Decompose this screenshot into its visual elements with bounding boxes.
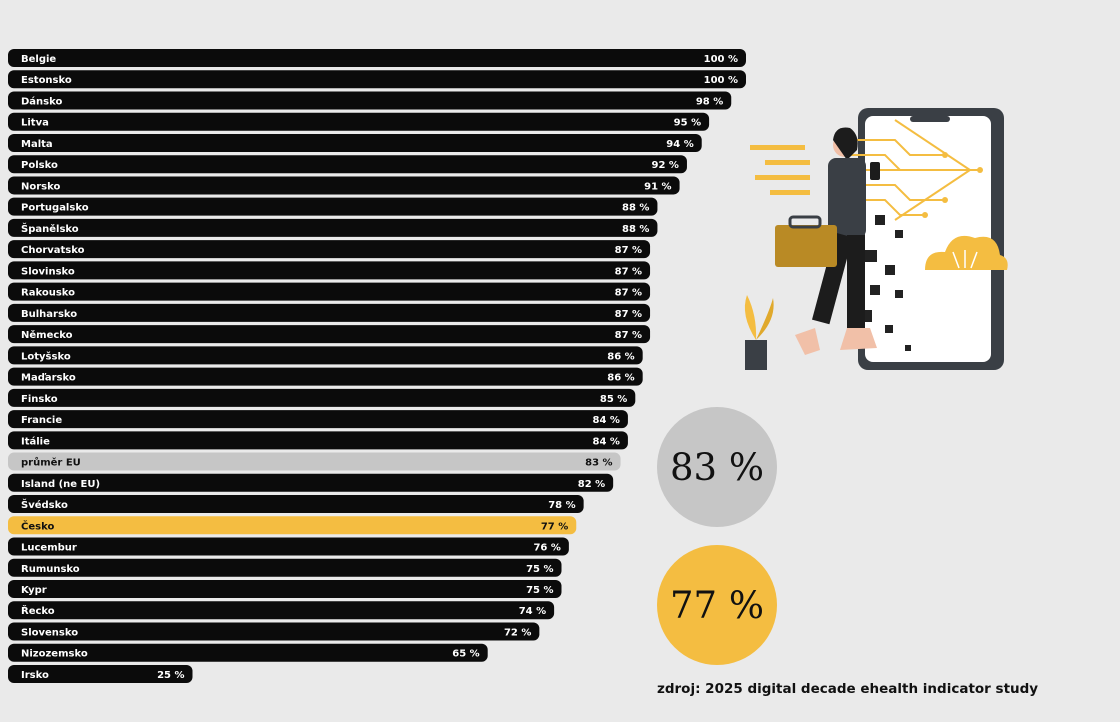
bar-belgie <box>8 49 746 67</box>
category-label-rumunsko: Rumunsko <box>21 564 80 575</box>
value-label-francie: 84 % <box>592 415 619 426</box>
category-label-lucembur: Lucembur <box>21 543 77 554</box>
bar-recko <box>8 601 555 620</box>
category-label-spanelsko: Španělsko <box>21 222 79 235</box>
value-label-portugalsko: 88 % <box>622 203 649 214</box>
source-note: zdroj: 2025 digital decade ehealth indic… <box>657 681 1039 697</box>
value-label-litva: 95 % <box>674 118 701 129</box>
category-label-litva: Litva <box>21 118 49 129</box>
category-label-nemecko: Německo <box>21 329 73 341</box>
bar-nemecko <box>8 325 651 344</box>
value-label-nemecko: 87 % <box>615 330 642 341</box>
bar-spanelsko <box>8 218 658 237</box>
category-label-slovensko: Slovensko <box>21 627 78 638</box>
value-label-lotyssko: 86 % <box>607 351 634 362</box>
value-label-kypr: 75 % <box>526 585 553 596</box>
value-label-cesko: 77 % <box>541 521 568 532</box>
value-label-irsko: 25 % <box>157 670 184 681</box>
bar-slovensko <box>8 622 540 641</box>
value-label-dansko: 98 % <box>696 96 723 107</box>
category-label-lotyssko: Lotyšsko <box>21 350 71 362</box>
value-label-rakousko: 87 % <box>615 288 642 299</box>
value-label-bulharsko: 87 % <box>615 309 642 320</box>
bar-portugalsko <box>8 197 658 216</box>
category-label-belgie: Belgie <box>21 54 56 65</box>
category-label-cesko: Česko <box>21 519 54 532</box>
czechia-value: 77 % <box>670 583 764 627</box>
bar-svedsko <box>8 495 584 514</box>
bar-litva <box>8 112 710 131</box>
value-label-finsko: 85 % <box>600 394 627 405</box>
bar-chorvatsko <box>8 240 651 259</box>
value-label-lucembur: 76 % <box>533 543 560 554</box>
category-label-norsko: Norsko <box>21 181 61 192</box>
bar-slovinsko <box>8 261 651 280</box>
category-label-prumer-eu: průměr EU <box>21 456 81 469</box>
bar-cesko <box>8 516 577 535</box>
category-label-chorvatsko: Chorvatsko <box>21 245 85 256</box>
bar-prumer-eu <box>8 452 621 471</box>
category-label-slovinsko: Slovinsko <box>21 266 75 277</box>
category-label-recko: Řecko <box>21 604 55 617</box>
bar-malta <box>8 133 702 152</box>
bar-polsko <box>8 155 687 174</box>
value-label-svedsko: 78 % <box>548 500 575 511</box>
bar-lotyssko <box>8 346 643 365</box>
category-label-svedsko: Švédsko <box>21 498 68 511</box>
value-label-belgie: 100 % <box>704 54 738 65</box>
bar-nizozemsko <box>8 643 488 662</box>
value-label-nizozemsko: 65 % <box>452 649 479 660</box>
value-label-italie: 84 % <box>592 436 619 447</box>
bar-lucembur <box>8 537 569 556</box>
value-label-polsko: 92 % <box>652 160 679 171</box>
bar-norsko <box>8 176 680 195</box>
value-label-estonsko: 100 % <box>704 75 738 86</box>
category-label-rakousko: Rakousko <box>21 288 75 299</box>
bar-estonsko <box>8 70 746 89</box>
category-label-estonsko: Estonsko <box>21 75 72 86</box>
bar-dansko <box>8 91 732 110</box>
bar-francie <box>8 410 628 429</box>
category-label-francie: Francie <box>21 415 62 426</box>
category-label-madarsko: Maďarsko <box>21 373 76 384</box>
category-label-irsko: Irsko <box>21 670 49 681</box>
bar-rumunsko <box>8 558 562 577</box>
value-label-spanelsko: 88 % <box>622 224 649 235</box>
czechia-circle: 77 % <box>657 545 777 665</box>
category-label-polsko: Polsko <box>21 160 58 171</box>
category-label-portugalsko: Portugalsko <box>21 203 89 214</box>
eu-average-circle: 83 % <box>657 407 777 527</box>
value-label-malta: 94 % <box>666 139 693 150</box>
bar-bulharsko <box>8 303 651 322</box>
category-label-finsko: Finsko <box>21 394 58 405</box>
bar-finsko <box>8 388 636 407</box>
eu-average-value: 83 % <box>670 445 764 489</box>
category-label-dansko: Dánsko <box>21 95 63 107</box>
value-label-recko: 74 % <box>519 606 546 617</box>
bar-chart: Belgie 100 % Estonsko 100 % Dánsko 98 % Litva 9… <box>8 49 746 683</box>
bar-rakousko <box>8 282 651 301</box>
value-label-slovinsko: 87 % <box>615 266 642 277</box>
bar-irsko <box>8 664 193 683</box>
value-label-prumer-eu: 83 % <box>585 458 612 469</box>
category-label-italie: Itálie <box>21 435 50 447</box>
woman-with-briefcase-illustration <box>744 108 1008 370</box>
value-label-slovensko: 72 % <box>504 627 531 638</box>
category-label-nizozemsko: Nizozemsko <box>21 649 88 660</box>
value-label-chorvatsko: 87 % <box>615 245 642 256</box>
value-label-rumunsko: 75 % <box>526 564 553 575</box>
value-label-norsko: 91 % <box>644 181 671 192</box>
category-label-island-ne-eu: Island (ne EU) <box>21 479 100 490</box>
bar-island-ne-eu <box>8 473 614 492</box>
bar-madarsko <box>8 367 643 386</box>
category-label-kypr: Kypr <box>21 585 47 596</box>
value-label-island-ne-eu: 82 % <box>578 479 605 490</box>
bar-italie <box>8 431 628 450</box>
bar-kypr <box>8 580 562 598</box>
category-label-bulharsko: Bulharsko <box>21 309 77 320</box>
category-label-malta: Malta <box>21 139 53 150</box>
value-label-madarsko: 86 % <box>607 373 634 384</box>
